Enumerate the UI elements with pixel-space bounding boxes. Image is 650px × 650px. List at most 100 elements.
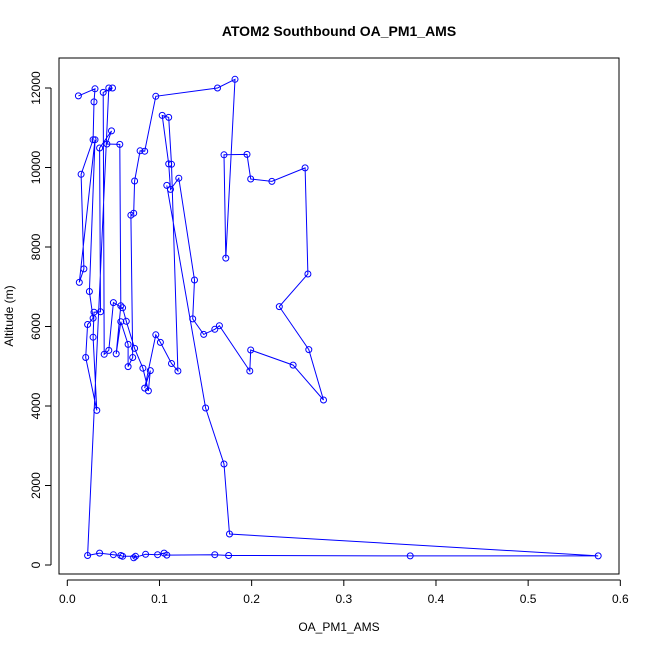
data-point — [247, 346, 255, 354]
y-tick-label: 10000 — [29, 150, 43, 184]
data-point — [122, 317, 130, 325]
data-point — [144, 387, 152, 395]
data-point — [246, 367, 254, 375]
data-point — [211, 325, 219, 333]
data-point — [222, 254, 230, 262]
data-point — [214, 84, 221, 92]
x-tick-label: 0.2 — [243, 592, 260, 606]
data-point — [301, 164, 309, 172]
data-point — [124, 363, 132, 371]
data-point — [165, 113, 173, 121]
data-point — [105, 346, 113, 354]
data-point — [406, 552, 414, 560]
data-point — [189, 315, 197, 323]
data-point — [211, 551, 219, 559]
data-point — [174, 367, 182, 375]
x-tick-label: 0.3 — [335, 592, 352, 606]
data-point — [93, 406, 101, 414]
data-point — [89, 333, 97, 341]
data-point — [90, 98, 98, 106]
data-point — [226, 530, 233, 538]
data-point — [175, 174, 183, 182]
data-point — [82, 354, 90, 361]
data-point — [275, 303, 283, 311]
data-point — [91, 136, 99, 144]
data-point — [200, 330, 208, 338]
data-point — [105, 84, 113, 92]
data-point — [163, 181, 171, 189]
series-layer — [74, 75, 602, 562]
data-point — [305, 346, 313, 354]
data-point — [268, 177, 276, 185]
data-point — [152, 92, 160, 100]
data-point — [109, 551, 117, 559]
data-point — [215, 322, 223, 330]
data-point — [168, 360, 175, 367]
data-point — [131, 177, 139, 185]
data-point — [191, 276, 198, 284]
y-tick-label: 0 — [29, 561, 43, 568]
data-point — [220, 460, 228, 468]
data-point — [108, 127, 115, 135]
data-point — [225, 552, 233, 559]
data-point — [136, 147, 144, 155]
data-point — [77, 170, 85, 178]
data-point — [289, 361, 297, 369]
data-point — [85, 288, 93, 295]
data-point — [84, 552, 92, 559]
data-point — [116, 140, 124, 148]
data-point — [109, 84, 116, 92]
y-tick-label: 12000 — [29, 71, 43, 105]
data-point — [109, 299, 117, 307]
data-point — [119, 552, 127, 560]
y-tick-label: 8000 — [29, 233, 43, 260]
x-tick-label: 0.4 — [428, 592, 445, 606]
data-point — [89, 136, 97, 144]
data-point — [202, 404, 210, 412]
data-point — [130, 209, 138, 217]
x-tick-label: 0.6 — [612, 592, 629, 606]
data-point — [131, 344, 139, 352]
data-point — [231, 75, 239, 83]
data-point — [90, 308, 98, 316]
y-axis: 0 2000 4000 6000 8000 10000 12000 — [29, 71, 52, 568]
series-line — [78, 78, 599, 559]
data-point — [142, 550, 150, 558]
data-point — [320, 396, 327, 404]
data-point — [158, 111, 166, 119]
data-point — [117, 302, 125, 310]
data-point — [124, 340, 132, 348]
data-point — [96, 144, 104, 152]
data-point — [112, 350, 120, 358]
y-tick-label: 2000 — [29, 472, 43, 499]
data-point — [141, 147, 149, 155]
x-axis: 0.0 0.1 0.2 0.3 0.4 0.5 0.6 — [59, 579, 629, 606]
y-tick-label: 6000 — [29, 313, 43, 340]
y-tick-label: 4000 — [29, 392, 43, 419]
data-point — [119, 304, 127, 312]
chart-title: ATOM2 Southbound OA_PM1_AMS — [222, 23, 456, 39]
data-point — [130, 554, 138, 562]
plot-frame — [58, 57, 620, 575]
data-point — [99, 88, 107, 96]
data-point — [163, 551, 171, 559]
data-point — [168, 160, 175, 168]
data-point — [80, 265, 88, 273]
data-point — [247, 175, 255, 183]
data-point — [165, 160, 173, 168]
data-point — [220, 151, 228, 159]
data-point — [129, 354, 137, 361]
data-point — [304, 270, 312, 278]
data-point — [97, 308, 104, 316]
x-tick-label: 0.5 — [520, 592, 537, 606]
x-tick-label: 0.0 — [59, 592, 76, 606]
data-point — [100, 350, 108, 358]
data-point — [146, 367, 154, 375]
data-point — [132, 552, 139, 560]
data-point — [103, 140, 111, 148]
data-point — [156, 338, 164, 346]
data-point — [75, 278, 83, 286]
data-point — [167, 185, 174, 193]
